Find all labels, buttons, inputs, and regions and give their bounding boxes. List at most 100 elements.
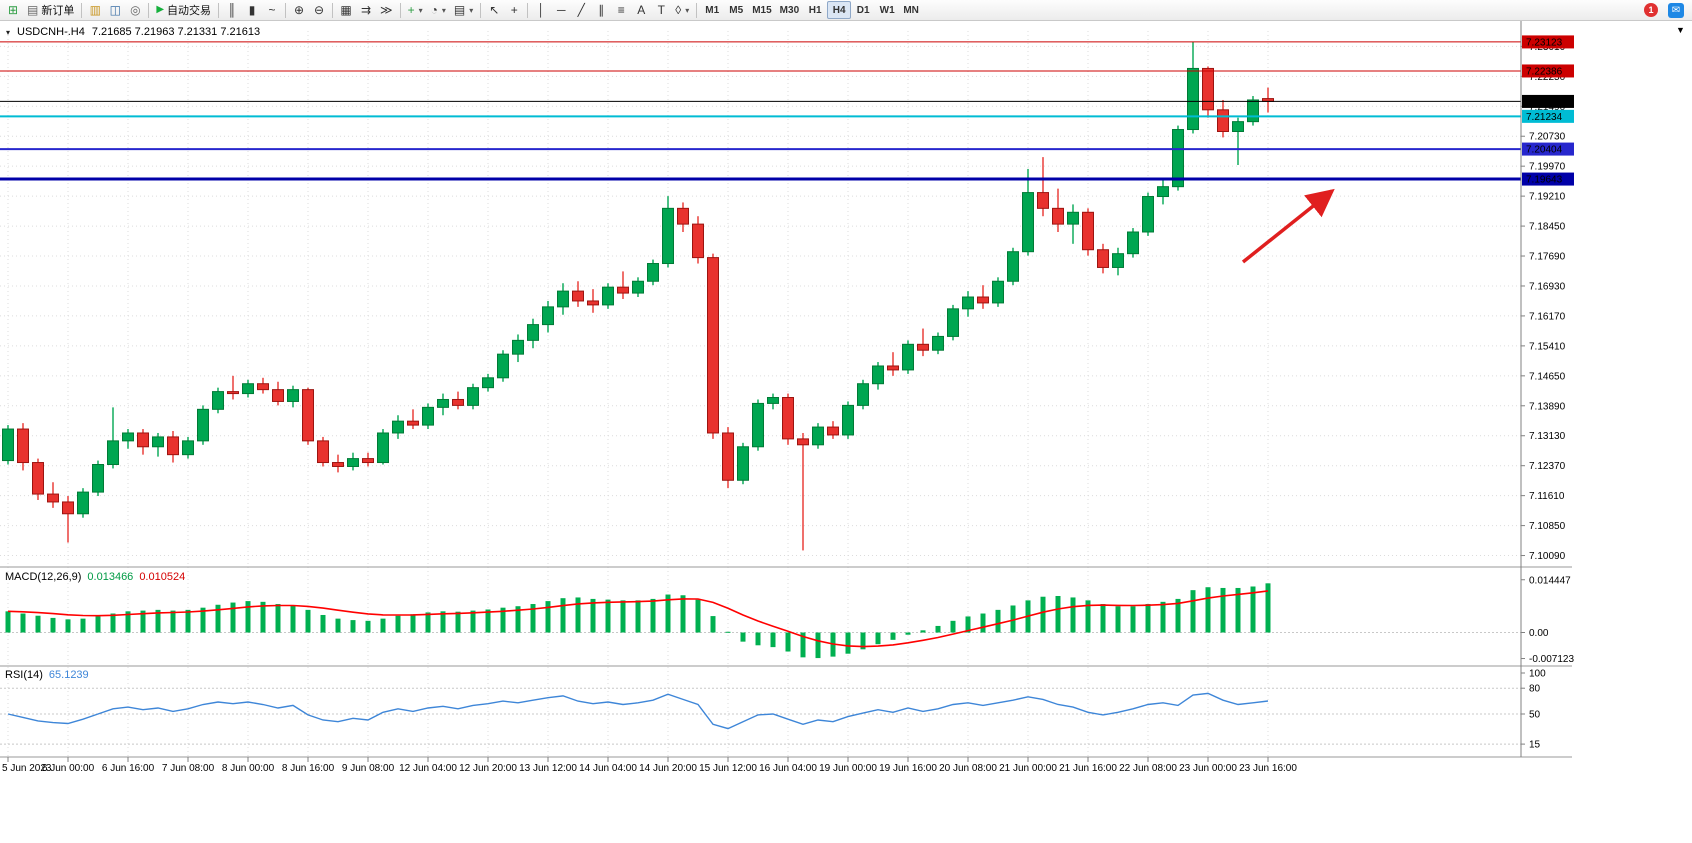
price-axis[interactable]: 7.230107.222507.214907.207307.199707.192… bbox=[1520, 21, 1574, 757]
tab-timeframe-h4[interactable]: H4 bbox=[827, 1, 852, 19]
new-order-button[interactable]: ▤ 新订单 bbox=[23, 1, 78, 19]
data-window-button[interactable]: ◫ bbox=[105, 1, 125, 19]
svg-text:12 Jun 20:00: 12 Jun 20:00 bbox=[459, 763, 517, 774]
chat-button[interactable]: ✉ bbox=[1664, 1, 1692, 19]
shapes-button[interactable]: ◊ ▾ bbox=[671, 1, 693, 19]
crosshair-icon: + bbox=[510, 3, 518, 17]
templates-button[interactable]: ▤ ▾ bbox=[450, 1, 477, 19]
trendline-button[interactable]: ╱ bbox=[571, 1, 591, 19]
svg-text:7.18450: 7.18450 bbox=[1529, 222, 1566, 233]
svg-text:19 Jun 00:00: 19 Jun 00:00 bbox=[819, 763, 877, 774]
tab-timeframe-mn[interactable]: MN bbox=[899, 1, 923, 19]
svg-text:7.20404: 7.20404 bbox=[1526, 145, 1563, 156]
tab-timeframe-m1[interactable]: M1 bbox=[700, 1, 724, 19]
new-chart-button[interactable]: ⊞ bbox=[3, 1, 23, 19]
toolbar-separator bbox=[81, 2, 83, 18]
vertical-line-button[interactable]: │ bbox=[531, 1, 551, 19]
zoom-in-icon: ⊕ bbox=[294, 3, 305, 17]
autotrading-label: 自动交易 bbox=[167, 5, 212, 17]
market-watch-button[interactable]: ▥ bbox=[85, 1, 105, 19]
indicators-button[interactable]: + ▾ bbox=[404, 1, 427, 19]
bar-chart-button[interactable]: ║ bbox=[222, 1, 242, 19]
toolbar-separator bbox=[696, 2, 698, 18]
toolbar-separator bbox=[527, 2, 529, 18]
svg-text:20 Jun 08:00: 20 Jun 08:00 bbox=[939, 763, 997, 774]
tab-timeframe-m15[interactable]: M15 bbox=[748, 1, 775, 19]
dropdown-icon: ▾ bbox=[685, 5, 690, 15]
svg-text:0.00: 0.00 bbox=[1529, 628, 1549, 639]
svg-text:7.16170: 7.16170 bbox=[1529, 311, 1566, 322]
macd-name: MACD(12,26,9) bbox=[5, 571, 82, 583]
svg-text:19 Jun 16:00: 19 Jun 16:00 bbox=[879, 763, 937, 774]
cursor-button[interactable]: ↖ bbox=[484, 1, 504, 19]
tab-timeframe-w1[interactable]: W1 bbox=[875, 1, 899, 19]
svg-text:0.014447: 0.014447 bbox=[1529, 575, 1571, 586]
notification-badge[interactable]: 1 bbox=[1644, 3, 1658, 17]
svg-text:15 Jun 12:00: 15 Jun 12:00 bbox=[699, 763, 757, 774]
svg-text:23 Jun 00:00: 23 Jun 00:00 bbox=[1179, 763, 1237, 774]
svg-text:9 Jun 08:00: 9 Jun 08:00 bbox=[342, 763, 395, 774]
zoom-out-icon: ⊖ bbox=[314, 3, 325, 17]
toolbar: ⊞ ▤ 新订单 ▥ ◫ ◎ ▶ 自动交易 ║ ▮ ~ ⊕ ⊖ ▦ ⇉ ≫ + ▾ ◔ ▾… bbox=[0, 0, 1692, 21]
tab-timeframe-d1[interactable]: D1 bbox=[851, 1, 875, 19]
market-watch-icon: ▥ bbox=[89, 3, 102, 17]
rsi-indicator-label: RSI(14) 65.1239 bbox=[5, 669, 89, 681]
horizontal-lines-layer[interactable] bbox=[0, 41, 1521, 181]
toolbar-separator bbox=[148, 2, 150, 18]
svg-text:12 Jun 04:00: 12 Jun 04:00 bbox=[399, 763, 457, 774]
chart-ohlc-values: 7.21685 7.21963 7.21331 7.21613 bbox=[91, 26, 261, 38]
zoom-in-button[interactable]: ⊕ bbox=[289, 1, 309, 19]
fibonacci-button[interactable]: ≡ bbox=[611, 1, 631, 19]
tab-timeframe-m30[interactable]: M30 bbox=[776, 1, 803, 19]
svg-text:7.19970: 7.19970 bbox=[1529, 162, 1566, 173]
panel-separators bbox=[0, 566, 1572, 758]
svg-text:7.17690: 7.17690 bbox=[1529, 252, 1566, 263]
chat-icon: ✉ bbox=[1668, 2, 1684, 18]
channel-button[interactable]: ∥ bbox=[591, 1, 611, 19]
svg-text:-0.007123: -0.007123 bbox=[1529, 654, 1574, 665]
text-button[interactable]: A bbox=[631, 1, 651, 19]
zoom-out-button[interactable]: ⊖ bbox=[309, 1, 329, 19]
chart-menu-icon[interactable]: ▾ bbox=[6, 27, 11, 37]
toolbar-separator bbox=[332, 2, 334, 18]
trendline-icon: ╱ bbox=[577, 3, 585, 17]
navigator-button[interactable]: ◎ bbox=[125, 1, 145, 19]
svg-text:5 Jun 2023: 5 Jun 2023 bbox=[2, 763, 52, 774]
svg-text:14 Jun 04:00: 14 Jun 04:00 bbox=[579, 763, 637, 774]
svg-text:21 Jun 00:00: 21 Jun 00:00 bbox=[999, 763, 1057, 774]
auto-scroll-icon: ⇉ bbox=[361, 3, 372, 17]
svg-text:80: 80 bbox=[1529, 684, 1541, 695]
scroll-to-end-marker[interactable]: ▼ bbox=[1676, 25, 1685, 35]
crosshair-button[interactable]: + bbox=[504, 1, 524, 19]
svg-text:7.15410: 7.15410 bbox=[1529, 341, 1566, 352]
svg-text:21 Jun 16:00: 21 Jun 16:00 bbox=[1059, 763, 1117, 774]
cursor-icon: ↖ bbox=[489, 3, 500, 17]
new-order-icon: ▤ bbox=[27, 3, 39, 17]
horizontal-line-button[interactable]: ─ bbox=[551, 1, 571, 19]
chart-shift-button[interactable]: ≫ bbox=[376, 1, 397, 19]
trend-arrow-annotation[interactable] bbox=[1241, 188, 1335, 264]
candlestick-button[interactable]: ▮ bbox=[242, 1, 262, 19]
text-label-icon: T bbox=[657, 3, 665, 17]
svg-text:7.14650: 7.14650 bbox=[1529, 371, 1566, 382]
shapes-icon: ◊ bbox=[675, 3, 682, 17]
svg-text:7.21613: 7.21613 bbox=[1526, 97, 1563, 108]
toolbar-separator bbox=[480, 2, 482, 18]
navigator-icon: ◎ bbox=[130, 3, 141, 17]
tile-windows-button[interactable]: ▦ bbox=[336, 1, 356, 19]
tab-timeframe-h1[interactable]: H1 bbox=[803, 1, 827, 19]
auto-scroll-button[interactable]: ⇉ bbox=[356, 1, 376, 19]
data-window-icon: ◫ bbox=[109, 3, 122, 17]
svg-text:7.19643: 7.19643 bbox=[1526, 175, 1563, 186]
svg-text:7.16930: 7.16930 bbox=[1529, 281, 1566, 292]
text-label-button[interactable]: T bbox=[651, 1, 671, 19]
periods-button[interactable]: ◔ ▾ bbox=[427, 1, 450, 19]
svg-text:23 Jun 16:00: 23 Jun 16:00 bbox=[1239, 763, 1297, 774]
autotrading-button[interactable]: ▶ 自动交易 bbox=[152, 1, 215, 19]
line-chart-button[interactable]: ~ bbox=[262, 1, 282, 19]
svg-text:7.12370: 7.12370 bbox=[1529, 461, 1566, 472]
svg-text:7.10090: 7.10090 bbox=[1529, 551, 1566, 562]
tab-timeframe-m5[interactable]: M5 bbox=[724, 1, 748, 19]
